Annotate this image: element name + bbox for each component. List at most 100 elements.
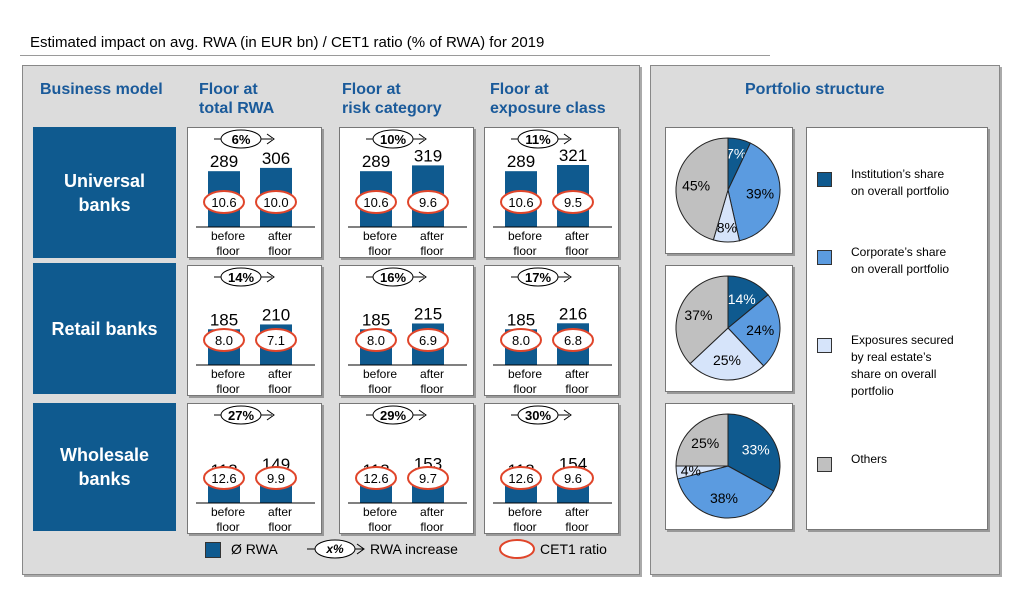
xlabel-before: before <box>363 367 397 381</box>
pie-legend: Institution’s share on overall portfolio … <box>806 127 988 530</box>
bottom-legend: Ø RWA x% RWA increase CET1 ratio <box>205 539 625 564</box>
cet1-ring-after <box>552 190 594 214</box>
cet1-ring-before <box>203 328 245 352</box>
cet1-ring-after <box>552 328 594 352</box>
business-model-wholesale: Wholesale banks <box>33 403 176 531</box>
cet1-before: 10.6 <box>363 195 388 210</box>
cet1-after: 6.9 <box>419 333 437 348</box>
cet1-ring-before <box>355 190 397 214</box>
value-after: 210 <box>262 305 290 324</box>
pie-label-corporates: 24% <box>746 322 774 338</box>
pie-label-institutions: 33% <box>742 442 770 458</box>
xlabel-after: after <box>420 229 444 243</box>
increase-badge <box>517 129 559 149</box>
pie-slice-corporates <box>677 465 775 519</box>
legend-swatch-institutions <box>817 172 832 187</box>
increase-badge <box>372 405 414 425</box>
xlabel-before: floor <box>216 382 239 395</box>
header-floor-total: Floor at total RWA <box>199 81 275 117</box>
pie-slice-institutions <box>727 413 781 492</box>
cet1-ring-before <box>355 466 397 490</box>
xlabel-after: floor <box>565 244 588 257</box>
pie-label-institutions: 14% <box>728 291 756 307</box>
xlabel-after: floor <box>268 382 291 395</box>
cet1-ring-before <box>203 190 245 214</box>
cet1-ring-before <box>500 328 542 352</box>
increase-badge <box>517 267 559 287</box>
legend-cet1-ring <box>499 539 535 559</box>
cet1-ring-after <box>255 190 297 214</box>
business-model-universal: Universal banks <box>33 127 176 258</box>
cet1-before: 8.0 <box>215 333 233 348</box>
increase-label: 11% <box>525 132 551 147</box>
pie-label-others: 25% <box>691 435 719 451</box>
cet1-ring-after <box>552 466 594 490</box>
increase-badge <box>220 405 262 425</box>
xlabel-before: before <box>363 505 397 519</box>
pie-label-real-estate: 4% <box>681 463 701 479</box>
pie-slice-others <box>675 413 729 467</box>
legend-rwa-swatch <box>205 542 221 558</box>
value-before: 185 <box>507 310 535 329</box>
xlabel-after: floor <box>565 520 588 533</box>
increase-label: 30% <box>525 408 551 423</box>
xlabel-before: floor <box>368 244 391 257</box>
value-after: 216 <box>559 304 587 323</box>
legend-rwa-label: Ø RWA <box>231 541 278 557</box>
increase-label: 29% <box>380 408 406 423</box>
page-title: Estimated impact on avg. RWA (in EUR bn)… <box>30 34 545 51</box>
legend-increase-symbol: x% <box>307 539 365 559</box>
xlabel-after: floor <box>420 520 443 533</box>
increase-label: 27% <box>228 408 254 423</box>
value-after: 215 <box>414 304 442 323</box>
xlabel-before: before <box>508 367 542 381</box>
pie-label-real-estate: 25% <box>713 352 741 368</box>
increase-arrowhead <box>266 409 275 421</box>
increase-arrowhead <box>266 271 275 283</box>
pie-cell-universal: 7% 39% 8% 45% <box>665 127 793 254</box>
xlabel-after: after <box>565 367 589 381</box>
increase-label: 14% <box>228 270 254 285</box>
pie-label-corporates: 38% <box>710 490 738 506</box>
legend-swatch-corporates <box>817 250 832 265</box>
cet1-before: 10.6 <box>508 195 533 210</box>
increase-arrowhead <box>418 133 427 145</box>
legend-swatch-others <box>817 457 832 472</box>
increase-arrowhead <box>418 271 427 283</box>
cet1-ring-after <box>407 190 449 214</box>
legend-swatch-real-estate <box>817 338 832 353</box>
xlabel-after: after <box>565 505 589 519</box>
header-business-model: Business model <box>40 81 163 98</box>
increase-label: 17% <box>525 270 551 285</box>
title-divider <box>20 55 770 56</box>
increase-arrowhead <box>418 409 427 421</box>
cet1-after: 9.5 <box>564 195 582 210</box>
increase-badge <box>220 129 262 149</box>
xlabel-after: after <box>565 229 589 243</box>
svg-text:x%: x% <box>325 542 344 556</box>
pie-slice-others <box>675 275 729 365</box>
business-model-retail: Retail banks <box>33 263 176 394</box>
pie-slice-corporates <box>727 142 781 242</box>
cet1-before: 8.0 <box>512 333 530 348</box>
xlabel-after: after <box>268 367 292 381</box>
increase-label: 6% <box>232 132 251 147</box>
value-before: 185 <box>362 310 390 329</box>
increase-badge <box>517 405 559 425</box>
increase-badge <box>372 129 414 149</box>
pie-cell-wholesale: 33% 38% 4% 25% <box>665 403 793 530</box>
cet1-before: 12.6 <box>363 471 388 486</box>
bar-cell-universal-total: 289 306 6% 10.6 10.0 before floor after floor <box>187 127 322 258</box>
legend-increase-label: RWA increase <box>370 541 458 557</box>
xlabel-before: floor <box>216 244 239 257</box>
cet1-ring-before <box>355 328 397 352</box>
increase-arrowhead <box>563 271 572 283</box>
legend-cet1-label: CET1 ratio <box>540 541 607 557</box>
cet1-before: 8.0 <box>367 333 385 348</box>
cet1-after: 6.8 <box>564 333 582 348</box>
xlabel-after: floor <box>565 382 588 395</box>
pie-label-others: 37% <box>684 307 712 323</box>
xlabel-after: floor <box>268 244 291 257</box>
